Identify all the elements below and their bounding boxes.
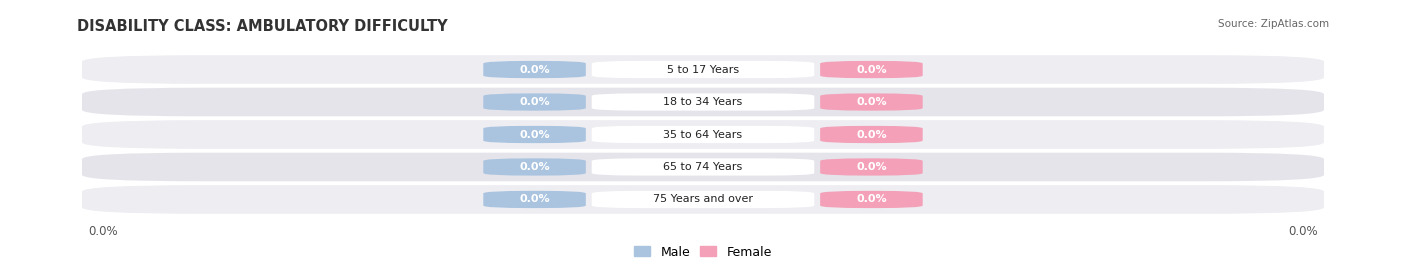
Text: 0.0%: 0.0% (87, 225, 118, 238)
FancyBboxPatch shape (484, 93, 586, 111)
FancyBboxPatch shape (592, 126, 814, 143)
Text: 0.0%: 0.0% (856, 162, 887, 172)
FancyBboxPatch shape (592, 93, 814, 111)
Text: 0.0%: 0.0% (1288, 225, 1319, 238)
FancyBboxPatch shape (82, 185, 1324, 214)
FancyBboxPatch shape (820, 158, 922, 176)
FancyBboxPatch shape (484, 191, 586, 208)
Text: 65 to 74 Years: 65 to 74 Years (664, 162, 742, 172)
FancyBboxPatch shape (82, 120, 1324, 149)
Text: 75 Years and over: 75 Years and over (652, 194, 754, 204)
Text: 0.0%: 0.0% (856, 194, 887, 204)
Text: 35 to 64 Years: 35 to 64 Years (664, 129, 742, 140)
FancyBboxPatch shape (484, 126, 586, 143)
FancyBboxPatch shape (820, 126, 922, 143)
FancyBboxPatch shape (484, 158, 586, 176)
FancyBboxPatch shape (484, 61, 586, 78)
Text: 0.0%: 0.0% (519, 162, 550, 172)
Text: 0.0%: 0.0% (519, 194, 550, 204)
Text: 18 to 34 Years: 18 to 34 Years (664, 97, 742, 107)
Text: 0.0%: 0.0% (519, 129, 550, 140)
FancyBboxPatch shape (820, 191, 922, 208)
FancyBboxPatch shape (82, 88, 1324, 116)
FancyBboxPatch shape (592, 158, 814, 176)
FancyBboxPatch shape (592, 191, 814, 208)
Legend: Male, Female: Male, Female (630, 240, 776, 264)
Text: 0.0%: 0.0% (856, 65, 887, 75)
FancyBboxPatch shape (82, 55, 1324, 84)
FancyBboxPatch shape (592, 61, 814, 78)
Text: 0.0%: 0.0% (856, 97, 887, 107)
FancyBboxPatch shape (82, 153, 1324, 181)
Text: DISABILITY CLASS: AMBULATORY DIFFICULTY: DISABILITY CLASS: AMBULATORY DIFFICULTY (77, 19, 449, 34)
Text: 0.0%: 0.0% (519, 97, 550, 107)
FancyBboxPatch shape (820, 61, 922, 78)
Text: 5 to 17 Years: 5 to 17 Years (666, 65, 740, 75)
Text: Source: ZipAtlas.com: Source: ZipAtlas.com (1218, 19, 1329, 29)
Text: 0.0%: 0.0% (519, 65, 550, 75)
Text: 0.0%: 0.0% (856, 129, 887, 140)
FancyBboxPatch shape (820, 93, 922, 111)
